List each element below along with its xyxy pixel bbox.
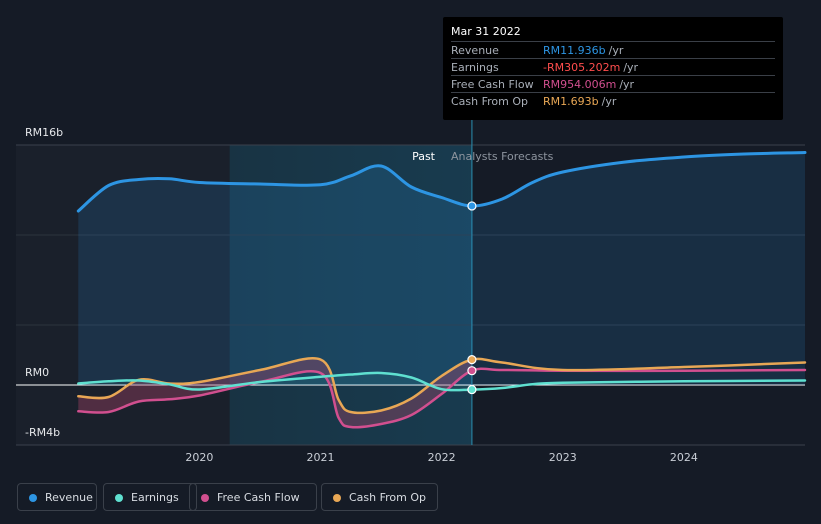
y-tick-label-top: RM16b bbox=[25, 126, 63, 139]
tooltip-row-value: RM11.936b bbox=[543, 44, 606, 57]
revenue-highlight-point bbox=[467, 201, 477, 211]
tooltip-row-label: Revenue bbox=[451, 44, 499, 57]
x-tick-label: 2024 bbox=[670, 451, 698, 464]
tooltip-row-value: -RM305.202m bbox=[543, 61, 621, 74]
legend-item-earnings[interactable]: Earnings bbox=[103, 483, 197, 511]
earnings-dot-icon bbox=[115, 494, 123, 502]
x-tick-label: 2020 bbox=[185, 451, 213, 464]
legend-item-cash-from-op[interactable]: Cash From Op bbox=[321, 483, 438, 511]
tooltip-row-label: Earnings bbox=[451, 61, 499, 74]
x-tick-label: 2023 bbox=[549, 451, 577, 464]
earnings-line bbox=[77, 371, 807, 392]
x-tick-label: 2021 bbox=[307, 451, 335, 464]
legend-label: Free Cash Flow bbox=[217, 491, 300, 504]
past-region-background bbox=[16, 145, 230, 445]
tooltip-row-unit: /yr bbox=[601, 95, 617, 108]
legend-item-free-cash-flow[interactable]: Free Cash Flow bbox=[189, 483, 317, 511]
revenue-line bbox=[76, 151, 807, 213]
legend-item-revenue[interactable]: Revenue bbox=[17, 483, 97, 511]
y-tick-label-zero: RM0 bbox=[25, 366, 49, 379]
legend-label: Cash From Op bbox=[349, 491, 427, 504]
data-tooltip: Mar 31 2022 Revenue RM11.936b/yr Earning… bbox=[443, 17, 783, 120]
tooltip-row-earnings: Earnings -RM305.202m/yr bbox=[451, 58, 775, 76]
cash-from-op-dot-icon bbox=[333, 494, 341, 502]
tooltip-row-cash-from-op: Cash From Op RM1.693b/yr bbox=[451, 92, 775, 110]
tooltip-row-revenue: Revenue RM11.936b/yr bbox=[451, 41, 775, 59]
x-tick-label: 2022 bbox=[428, 451, 456, 464]
tooltip-row-free-cash-flow: Free Cash Flow RM954.006m/yr bbox=[451, 75, 775, 93]
forecast-label: Analysts Forecasts bbox=[451, 150, 554, 163]
cash-flow-gap-area bbox=[78, 358, 472, 428]
tooltip-row-unit: /yr bbox=[623, 61, 639, 74]
cash-from-op-highlight-point bbox=[467, 355, 477, 365]
free-cash-flow-highlight-point bbox=[467, 366, 477, 376]
tooltip-date: Mar 31 2022 bbox=[451, 25, 521, 38]
legend-label: Earnings bbox=[131, 491, 179, 504]
tooltip-row-label: Cash From Op bbox=[451, 95, 529, 108]
tooltip-row-value: RM954.006m bbox=[543, 78, 617, 91]
tooltip-row-unit: /yr bbox=[619, 78, 635, 91]
past-label: Past bbox=[412, 150, 436, 163]
revenue-area bbox=[78, 152, 805, 385]
legend-label: Revenue bbox=[45, 491, 93, 504]
revenue-dot-icon bbox=[29, 494, 37, 502]
free-cash-flow-dot-icon bbox=[201, 494, 209, 502]
tooltip-row-unit: /yr bbox=[608, 44, 624, 57]
tooltip-row-label: Free Cash Flow bbox=[451, 78, 534, 91]
y-tick-label-bottom: -RM4b bbox=[25, 426, 60, 439]
earnings-highlight-point bbox=[467, 384, 477, 395]
tooltip-row-value: RM1.693b bbox=[543, 95, 599, 108]
